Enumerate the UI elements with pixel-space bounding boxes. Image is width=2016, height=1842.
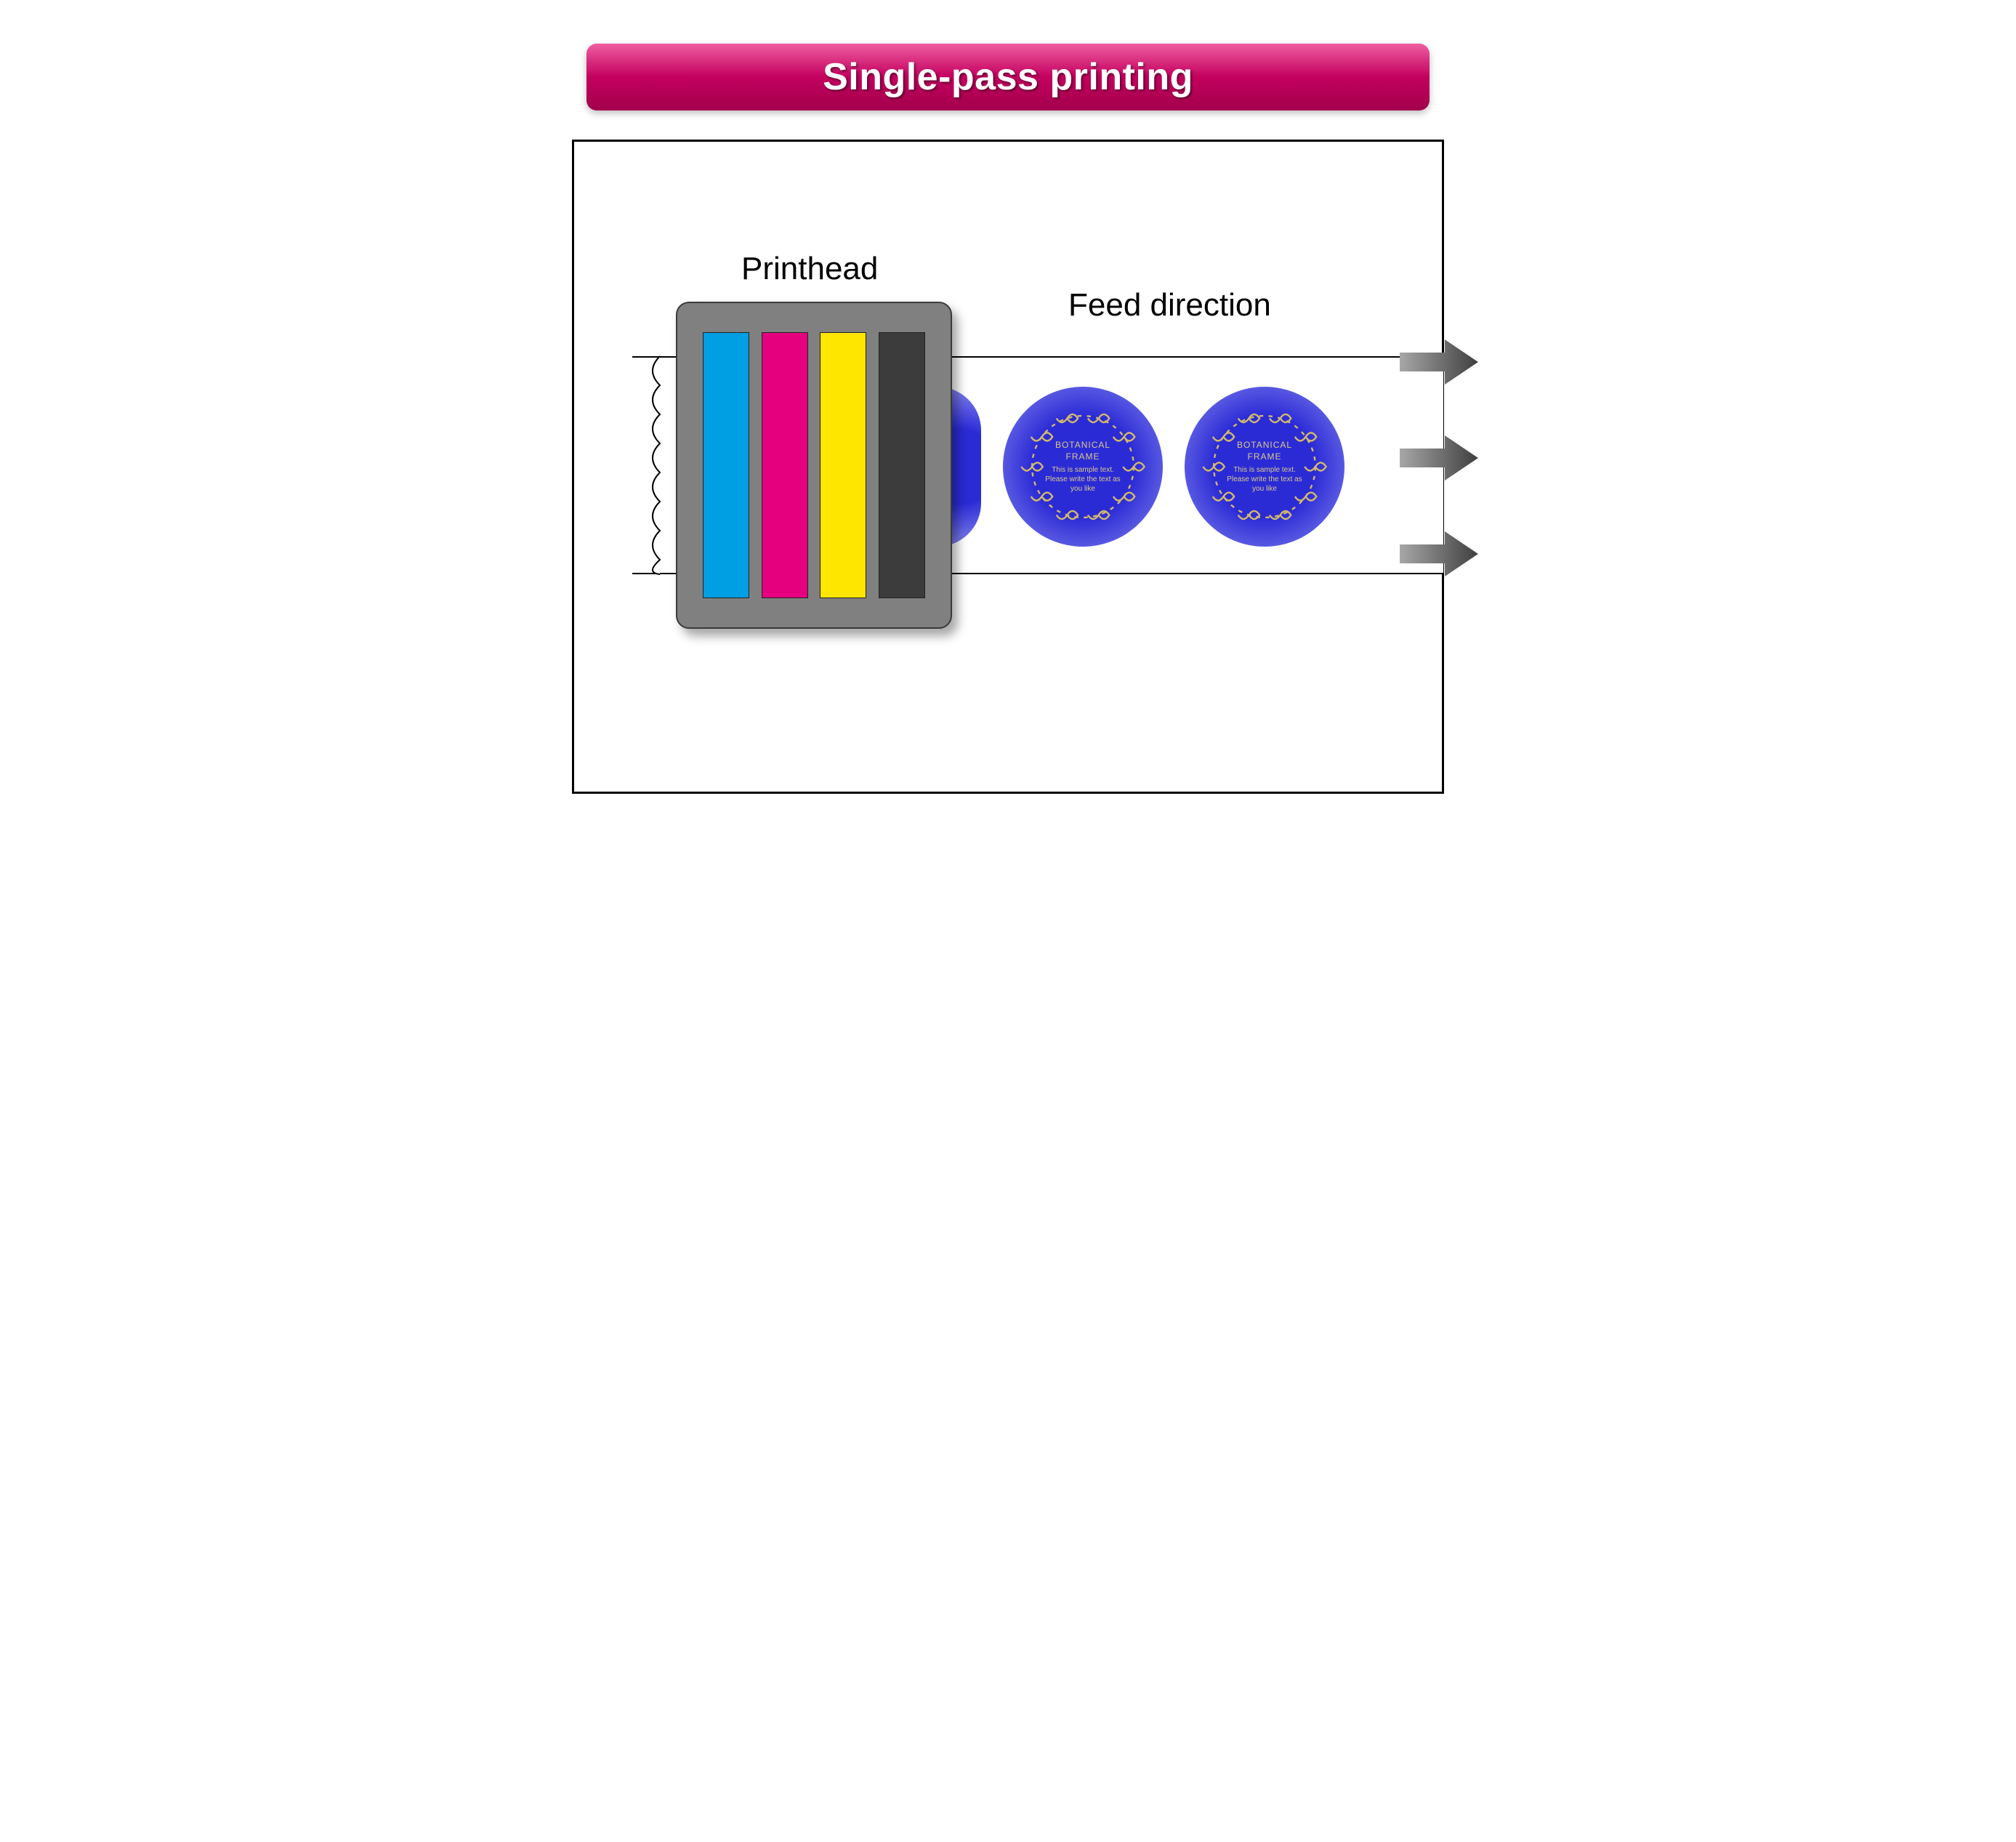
feed-direction-label: Feed direction	[1068, 287, 1271, 323]
printed-labels-row: BOTANICAL FRAMEThis is sample text.Pleas…	[938, 387, 1344, 547]
printhead-label: Printhead	[741, 251, 878, 287]
paper-torn-edge-icon	[631, 355, 667, 576]
ink-bar-black	[879, 332, 925, 598]
feed-arrow-icon	[1400, 528, 1480, 579]
feed-arrows	[1400, 337, 1480, 579]
printed-label-text: BOTANICAL FRAMEThis is sample text.Pleas…	[1003, 387, 1163, 547]
ink-bar-yellow	[820, 332, 866, 598]
ink-bar-magenta	[762, 332, 808, 598]
printed-label: BOTANICAL FRAMEThis is sample text.Pleas…	[1003, 387, 1163, 547]
diagram-panel: Printhead Feed direction BOTANICAL FRAME…	[572, 140, 1444, 794]
printed-label: BOTANICAL FRAMEThis is sample text.Pleas…	[1185, 387, 1344, 547]
ink-bar-cyan	[703, 332, 749, 598]
feed-arrow-icon	[1400, 337, 1480, 387]
printhead	[676, 302, 952, 629]
feed-arrow-icon	[1400, 433, 1480, 483]
printed-label-text: BOTANICAL FRAMEThis is sample text.Pleas…	[1185, 387, 1344, 547]
title-text: Single-pass printing	[823, 56, 1193, 98]
title-bar: Single-pass printing	[586, 44, 1430, 110]
